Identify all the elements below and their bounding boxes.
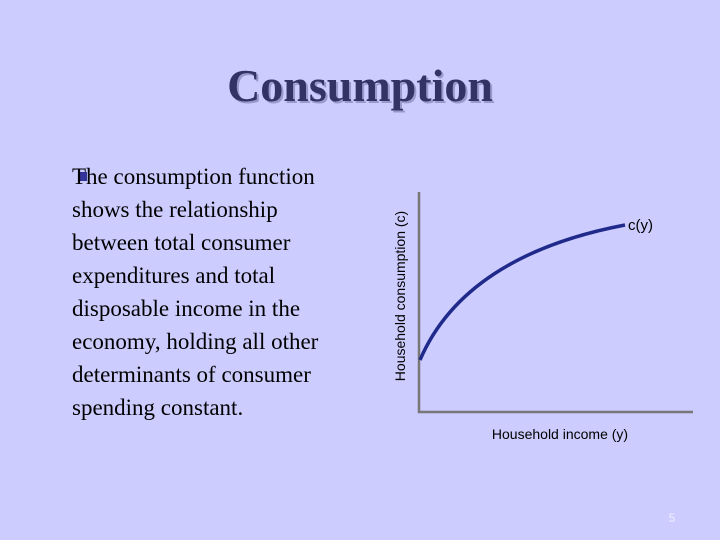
title-shadow: Consumption xyxy=(229,62,495,113)
title: Consumption xyxy=(227,60,493,111)
bullet-line: spending constant. xyxy=(72,395,243,420)
x-axis-label: Household income (y) xyxy=(492,426,628,442)
consumption-curve xyxy=(418,223,626,361)
bullet-marker xyxy=(78,172,87,181)
bullet-line: economy, holding all other xyxy=(72,329,319,354)
curve-label: c(y) xyxy=(628,217,653,234)
bullet-line: disposable income in the xyxy=(72,296,300,321)
bullet-line: shows the relationship xyxy=(72,197,278,222)
bullet-text: The consumption function shows the relati… xyxy=(72,164,319,420)
bullet-line: The consumption function xyxy=(72,164,315,189)
y-axis-label: Household consumption (c) xyxy=(392,211,408,381)
bullet-line: expenditures and total xyxy=(72,263,275,288)
page-number: 5 xyxy=(669,511,676,525)
bullet-line: between total consumer xyxy=(72,230,291,255)
bullet-line: determinants of consumer xyxy=(72,362,311,387)
